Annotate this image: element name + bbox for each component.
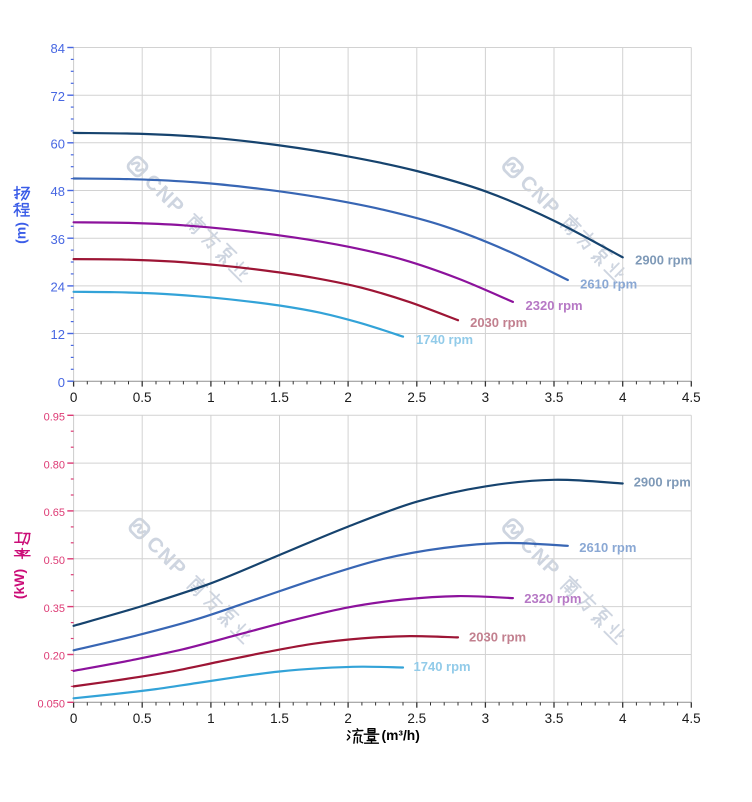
svg-text:60: 60 [51, 137, 65, 152]
svg-text:3: 3 [482, 390, 490, 405]
svg-text:84: 84 [51, 41, 65, 56]
svg-text:1: 1 [207, 390, 215, 405]
svg-text:12: 12 [51, 327, 65, 342]
svg-text:0: 0 [58, 375, 65, 390]
svg-text:2.5: 2.5 [407, 711, 426, 726]
svg-text:2320 rpm: 2320 rpm [526, 298, 583, 313]
svg-text:24: 24 [51, 280, 65, 295]
svg-text:0: 0 [70, 390, 78, 405]
svg-text:0.95: 0.95 [44, 412, 65, 424]
svg-text:1740 rpm: 1740 rpm [414, 659, 471, 674]
svg-text:72: 72 [51, 89, 65, 104]
svg-text:2900 rpm: 2900 rpm [634, 475, 691, 490]
svg-text:1740 rpm: 1740 rpm [416, 332, 473, 347]
svg-text:0.5: 0.5 [133, 711, 152, 726]
svg-text:1.5: 1.5 [270, 711, 289, 726]
svg-text:48: 48 [51, 184, 65, 199]
svg-text:0.5: 0.5 [133, 390, 152, 405]
svg-text:0.65: 0.65 [44, 507, 65, 519]
svg-text:4.5: 4.5 [682, 711, 701, 726]
svg-text:0.50: 0.50 [44, 555, 65, 567]
svg-text:3: 3 [482, 711, 490, 726]
svg-text:0: 0 [70, 711, 78, 726]
svg-text:(kW): (kW) [11, 569, 27, 599]
svg-text:0.20: 0.20 [44, 651, 65, 663]
svg-text:0.35: 0.35 [44, 603, 65, 615]
svg-text:(m): (m) [13, 222, 29, 244]
svg-text:2320 rpm: 2320 rpm [524, 591, 581, 606]
svg-text:2.5: 2.5 [407, 390, 426, 405]
svg-text:2030 rpm: 2030 rpm [470, 315, 527, 330]
svg-text:36: 36 [51, 232, 65, 247]
svg-text:(m³/h): (m³/h) [382, 728, 420, 743]
svg-text:4: 4 [619, 390, 627, 405]
svg-text:3.5: 3.5 [545, 711, 564, 726]
svg-text:2: 2 [344, 711, 352, 726]
svg-text:2900 rpm: 2900 rpm [635, 252, 692, 267]
svg-text:4: 4 [619, 711, 627, 726]
svg-text:3.5: 3.5 [545, 390, 564, 405]
svg-text:0.80: 0.80 [44, 459, 65, 471]
svg-text:1.5: 1.5 [270, 390, 289, 405]
svg-text:0.050: 0.050 [37, 699, 65, 711]
svg-text:1: 1 [207, 711, 215, 726]
svg-text:2: 2 [344, 390, 352, 405]
svg-text:2030 rpm: 2030 rpm [469, 630, 526, 645]
svg-text:4.5: 4.5 [682, 390, 701, 405]
svg-text:2610 rpm: 2610 rpm [580, 277, 637, 292]
svg-text:2610 rpm: 2610 rpm [579, 540, 636, 555]
